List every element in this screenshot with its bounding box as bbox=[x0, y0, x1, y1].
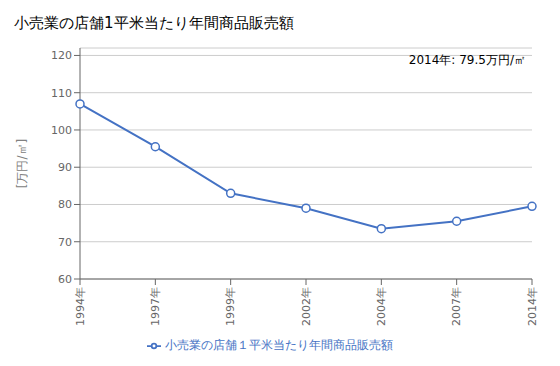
svg-text:70: 70 bbox=[58, 236, 72, 249]
svg-text:1999年: 1999年 bbox=[224, 287, 237, 326]
svg-text:2007年: 2007年 bbox=[450, 287, 463, 326]
svg-text:[万円/㎡]: [万円/㎡] bbox=[15, 139, 29, 188]
html-text:2014年: 79.5万円/㎡: 2014年: 79.5万円/㎡ bbox=[408, 53, 526, 67]
svg-text:2004年: 2004年 bbox=[375, 287, 388, 326]
svg-text:2014年: 2014年 bbox=[526, 287, 539, 326]
svg-text:60: 60 bbox=[58, 273, 72, 286]
svg-text:80: 80 bbox=[58, 198, 72, 211]
html-text:小売業の店舗1平米当たり年間商品販売額: 小売業の店舗1平米当たり年間商品販売額 bbox=[14, 14, 294, 32]
svg-text:100: 100 bbox=[51, 124, 72, 137]
svg-text:110: 110 bbox=[51, 87, 72, 100]
svg-text:1994年: 1994年 bbox=[74, 287, 87, 326]
html-text:小売業の店舗１平米当たり年間商品販売額: 小売業の店舗１平米当たり年間商品販売額 bbox=[165, 338, 393, 352]
svg-text:120: 120 bbox=[51, 49, 72, 62]
svg-text:2002年: 2002年 bbox=[300, 287, 313, 326]
svg-text:1997年: 1997年 bbox=[149, 287, 162, 326]
svg-text:90: 90 bbox=[58, 161, 72, 174]
